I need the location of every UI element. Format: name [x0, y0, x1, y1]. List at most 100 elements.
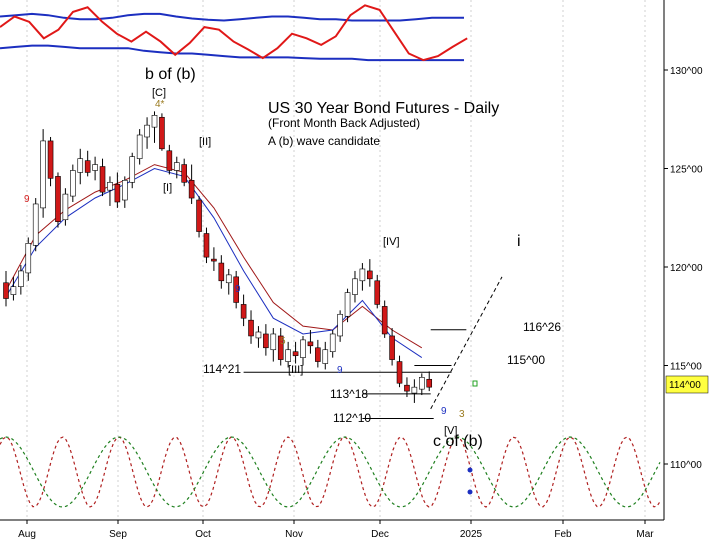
candle-body [70, 170, 76, 197]
cycle-fast [0, 436, 661, 508]
candle-body [359, 268, 366, 282]
candle-body [122, 180, 128, 201]
candle-body [18, 270, 24, 288]
candle-body [381, 306, 388, 335]
count-label: 9 [337, 365, 343, 376]
candle-body [411, 386, 418, 394]
count-label: 3 [459, 409, 465, 420]
price-candles [3, 111, 478, 403]
x-tick-label: Oct [195, 529, 211, 540]
candle-body [472, 380, 478, 387]
x-tick-label: Mar [636, 529, 654, 540]
candle-body [40, 140, 46, 209]
x-tick-label: 2025 [460, 529, 483, 540]
level-label: 114^21 [203, 362, 241, 376]
osc-line [0, 4, 468, 62]
x-gridlines [26, 0, 646, 520]
candle-body [418, 377, 425, 390]
candle-body [240, 304, 247, 319]
candle-body [300, 339, 306, 358]
top-oscillator-panel [0, 4, 468, 62]
level-label: 113^18 [330, 387, 368, 401]
candle-body [84, 160, 91, 173]
candle-body [25, 243, 32, 274]
last-price-box [665, 375, 709, 394]
wave-label: [IV] [383, 236, 400, 248]
wave-label: [V] [444, 425, 457, 437]
candle-body [114, 183, 121, 203]
chart-title: US 30 Year Bond Futures - Daily [268, 100, 499, 117]
y-tick-label: 120^00 [670, 263, 703, 274]
candle-body [188, 180, 195, 199]
candle-body [285, 349, 291, 362]
candle-body [315, 347, 321, 362]
x-tick-label: Dec [371, 529, 389, 540]
candle-body [99, 166, 106, 193]
moving-average-blue [5, 167, 423, 359]
count-label: 4* [155, 99, 165, 110]
cycle-marker [467, 467, 473, 473]
y-tick-label: 130^00 [670, 66, 703, 77]
count-label: 5 [280, 336, 286, 347]
wave-label: i [517, 233, 521, 250]
candle-body [203, 233, 210, 258]
candle-body [344, 292, 351, 317]
wave-label: [III] [288, 364, 303, 376]
candle-body [277, 335, 284, 360]
candle-body [181, 164, 187, 183]
candle-body [136, 134, 143, 159]
count-label: 9 [441, 406, 447, 417]
candle-body [255, 331, 262, 339]
axes: 130^00 125^00 120^00 115^00 110^00 Aug Sep Oct N… [0, 0, 703, 540]
candle-body [404, 384, 410, 392]
x-tick-label: Feb [554, 529, 572, 540]
candle-body [159, 116, 165, 150]
candle-body [426, 378, 433, 388]
y-tick-label: 115^00 [670, 362, 702, 373]
wave-annotations: b of (b) [C] [II] [I] [IV] i [III] [V]c of (b) 4… [24, 66, 521, 450]
candle-body [322, 349, 329, 364]
wave-label: [II] [199, 136, 211, 148]
candle-body [389, 335, 395, 360]
candle-body [62, 193, 69, 221]
candle-body [211, 258, 217, 262]
candle-body [307, 341, 314, 347]
candle-body [218, 262, 225, 282]
candle-body [196, 199, 202, 232]
candle-body [173, 162, 180, 171]
wave-label: b of (b) [145, 66, 196, 83]
chart-note: A (b) wave candidate [268, 134, 380, 148]
osc-lower-band [0, 44, 464, 62]
moving-averages [5, 164, 423, 359]
candle-body [129, 156, 136, 183]
candle-body [77, 158, 84, 173]
candle-body [248, 319, 254, 337]
candle-body [263, 333, 269, 349]
candle-body [352, 278, 358, 295]
y-tick-label: 125^00 [670, 165, 703, 176]
price-levels: 116^26 115^00 114^21 113^18 112^10 [203, 276, 561, 425]
candle-body [144, 124, 150, 138]
wave-label: [I] [163, 182, 172, 194]
x-tick-label: Sep [109, 529, 127, 540]
candle-body [292, 351, 299, 356]
candle-body [3, 282, 9, 299]
level-label: 112^10 [333, 411, 371, 425]
moving-average-red [5, 164, 423, 349]
x-tick-label: Aug [18, 529, 36, 540]
candle-body [329, 333, 336, 353]
candle-body [396, 361, 403, 384]
candle-body [47, 140, 54, 179]
chart-subtitle: (Front Month Back Adjusted) [268, 116, 420, 130]
count-label: 9 [235, 284, 241, 295]
candle-body [270, 333, 277, 351]
candle-body [233, 276, 239, 303]
candle-body [374, 280, 381, 305]
candle-body [32, 203, 39, 246]
cycle-marker [467, 489, 473, 495]
candle-body [107, 181, 113, 191]
candle-body [367, 270, 373, 280]
candle-body [225, 274, 232, 284]
